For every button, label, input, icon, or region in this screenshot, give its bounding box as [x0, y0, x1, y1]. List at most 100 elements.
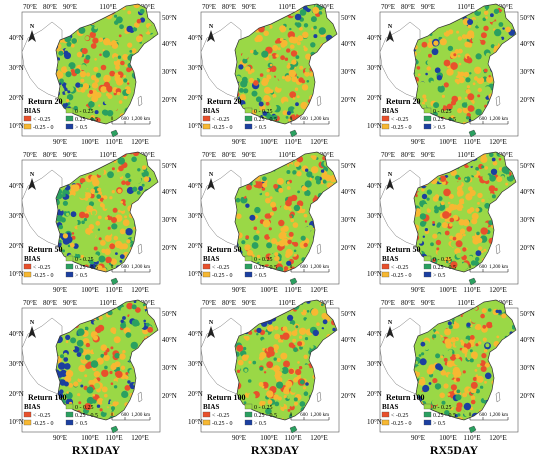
bottom-lon-label: 100°E	[81, 138, 99, 146]
svg-text:BIAS: BIAS	[24, 403, 40, 411]
right-lat-label: 40°N	[341, 188, 356, 196]
svg-text:BIAS: BIAS	[203, 403, 219, 411]
top-lon-label: 80°E	[222, 299, 236, 307]
bottom-lon-label: 120°E	[310, 138, 328, 146]
top-lon-label: 130°E	[495, 3, 513, 11]
north-arrow-icon: N	[207, 24, 215, 42]
right-lat-label: 20°N	[341, 392, 356, 400]
svg-text:N: N	[30, 172, 35, 178]
svg-text:1,200 km: 1,200 km	[489, 265, 508, 270]
svg-text:N: N	[209, 24, 214, 30]
svg-text:BIAS: BIAS	[203, 107, 219, 115]
legend-item-label: 0.25 - 0.5	[433, 413, 456, 419]
legend-item-label: 0.25 - 0.5	[75, 117, 98, 123]
bottom-lon-label: 110°E	[284, 138, 301, 146]
left-lat-label: 40°N	[188, 330, 203, 338]
top-lon-label: 80°E	[401, 3, 415, 11]
legend-item-label: < -0.25	[391, 265, 408, 271]
return-period-label: Return 100	[28, 393, 66, 402]
map-frame	[379, 11, 519, 137]
bottom-lon-label: 120°E	[310, 434, 328, 442]
top-lon-label: 130°E	[316, 299, 334, 307]
legend-item-label: < -0.25	[33, 413, 50, 419]
legend-item-label: 0.25 - 0.5	[75, 413, 98, 419]
legend-item-label: 0 - 0.25	[254, 109, 273, 115]
top-lon-label: 110°E	[99, 3, 116, 11]
svg-text:600: 600	[479, 413, 487, 418]
top-lon-label: 110°E	[99, 299, 116, 307]
left-lat-label: 10°N	[188, 270, 203, 278]
svg-text:600: 600	[479, 117, 487, 122]
bottom-lon-label: 90°E	[53, 286, 67, 294]
left-lat-label: 30°N	[9, 64, 24, 72]
top-lon-label: 110°E	[278, 151, 295, 159]
return-period-label: Return 50	[207, 245, 241, 254]
svg-text:BIAS: BIAS	[24, 107, 40, 115]
bottom-lon-label: 120°E	[131, 286, 149, 294]
right-lat-label: 50°N	[520, 310, 535, 318]
bottom-lon-label: 90°E	[232, 286, 246, 294]
map-frame	[21, 11, 161, 137]
bottom-lon-label: 110°E	[463, 434, 480, 442]
top-lon-label: 80°E	[43, 299, 57, 307]
svg-text:0: 0	[469, 413, 472, 418]
return-period-label: Return 20	[386, 97, 420, 106]
svg-text:1,200 km: 1,200 km	[310, 117, 329, 122]
legend-item-label: 0 - 0.25	[75, 405, 94, 411]
bottom-lon-label: 90°E	[411, 286, 425, 294]
right-lat-label: 30°N	[520, 216, 535, 224]
svg-text:1,200 km: 1,200 km	[131, 265, 150, 270]
svg-text:0: 0	[469, 265, 472, 270]
svg-text:N: N	[30, 24, 35, 30]
legend-item-label: > 0.5	[254, 421, 266, 427]
west-region-outline	[21, 21, 63, 99]
bottom-lon-label: 100°E	[260, 434, 278, 442]
north-arrow-icon: N	[28, 24, 36, 42]
svg-text:0: 0	[111, 117, 114, 122]
scale-bar: 0 600 1,200 km	[290, 413, 330, 421]
left-lat-label: 20°N	[188, 390, 203, 398]
svg-text:0: 0	[290, 413, 293, 418]
bias-legend: BIAS < -0.25 0 - 0.25 -0.25 - 0 0.25 - 0.5 > …	[381, 107, 456, 131]
left-lat-label: 20°N	[188, 242, 203, 250]
left-lat-label: 30°N	[367, 212, 382, 220]
left-lat-label: 30°N	[188, 212, 203, 220]
legend-item-label: > 0.5	[75, 421, 87, 427]
svg-text:600: 600	[300, 265, 308, 270]
left-lat-label: 30°N	[9, 360, 24, 368]
right-lat-label: 20°N	[162, 96, 177, 104]
svg-text:0: 0	[290, 265, 293, 270]
west-region-outline	[200, 169, 242, 247]
top-lon-label: 130°E	[316, 151, 334, 159]
bias-legend: BIAS < -0.25 0 - 0.25 -0.25 - 0 0.25 - 0.5 > …	[202, 107, 277, 131]
bottom-lon-label: 100°E	[439, 434, 457, 442]
bias-legend: BIAS < -0.25 0 - 0.25 -0.25 - 0 0.25 - 0.5 > …	[23, 107, 98, 131]
svg-text:BIAS: BIAS	[382, 255, 398, 263]
right-lat-label: 50°N	[162, 310, 177, 318]
right-lat-label: 40°N	[162, 40, 177, 48]
top-lon-label: 90°E	[63, 151, 77, 159]
svg-text:N: N	[388, 172, 393, 178]
top-lon-label: 110°E	[457, 3, 474, 11]
left-lat-label: 40°N	[367, 182, 382, 190]
map-panel-rx5day-r3: 70°E 80°E 90°E 110°E 130°E 90°E 100°E 110°E 120°…	[366, 296, 542, 442]
bottom-lon-label: 90°E	[411, 434, 425, 442]
west-region-outline	[379, 317, 421, 395]
top-lon-label: 90°E	[421, 3, 435, 11]
west-region-outline	[200, 21, 242, 99]
scale-bar: 0 600 1,200 km	[111, 413, 151, 421]
legend-item-label: 0 - 0.25	[254, 257, 273, 263]
bottom-lon-label: 120°E	[310, 286, 328, 294]
right-lat-label: 50°N	[341, 162, 356, 170]
map-panel-rx1day-r2: 70°E 80°E 90°E 110°E 130°E 90°E 100°E 110°E 120°…	[8, 148, 184, 294]
right-lat-label: 20°N	[341, 96, 356, 104]
left-lat-label: 20°N	[188, 94, 203, 102]
bottom-lon-label: 110°E	[463, 138, 480, 146]
svg-text:N: N	[388, 320, 393, 326]
map-frame	[379, 307, 519, 433]
left-lat-label: 10°N	[9, 122, 24, 130]
top-lon-label: 70°E	[202, 299, 216, 307]
legend-item-label: 0.25 - 0.5	[75, 265, 98, 271]
legend-item-label: 0 - 0.25	[254, 405, 273, 411]
north-arrow-icon: N	[28, 172, 36, 190]
